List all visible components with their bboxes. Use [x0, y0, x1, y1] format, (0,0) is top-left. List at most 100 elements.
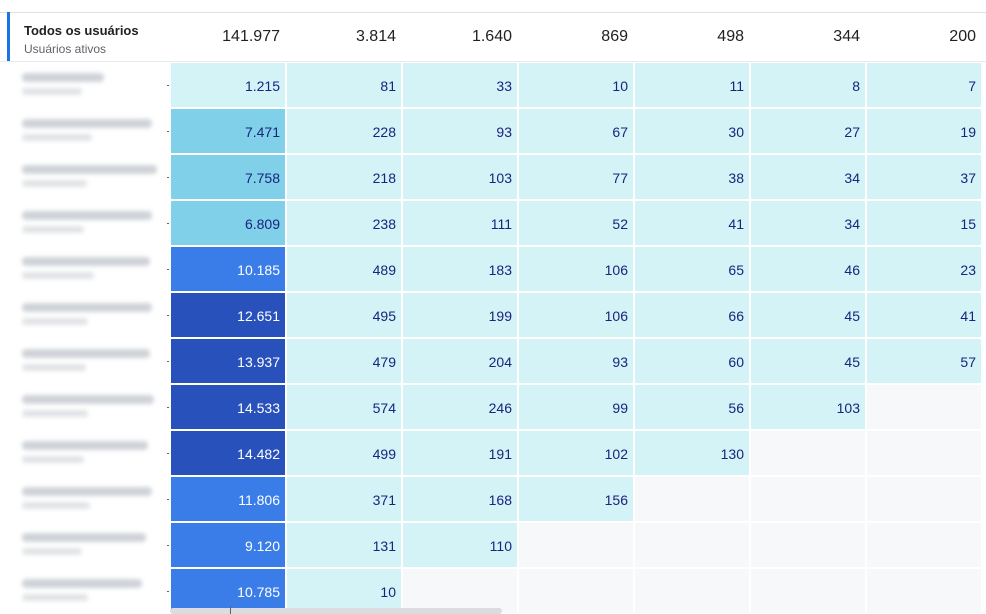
cohort-cell[interactable]: 218: [287, 155, 401, 199]
cohort-cell[interactable]: 37: [867, 155, 981, 199]
row-tick: [167, 85, 169, 86]
cohort-cell[interactable]: 489: [287, 247, 401, 291]
horizontal-scrollbar[interactable]: [170, 608, 502, 614]
cohort-cell[interactable]: 6.809: [171, 201, 285, 245]
cohort-cell[interactable]: 93: [519, 339, 633, 383]
column-total: 3.814: [355, 28, 396, 45]
row-tick: [167, 591, 169, 592]
cohort-cell[interactable]: 238: [287, 201, 401, 245]
cohort-cell[interactable]: 495: [287, 293, 401, 337]
cohort-cell-value: 19: [960, 124, 976, 140]
cohort-cell[interactable]: 11.806: [171, 477, 285, 521]
cohort-cell-value: 93: [612, 354, 628, 370]
cohort-cell[interactable]: 10.185: [171, 247, 285, 291]
cohort-cell[interactable]: 57: [867, 339, 981, 383]
cohort-cell[interactable]: 46: [751, 247, 865, 291]
cohort-cell[interactable]: 13.937: [171, 339, 285, 383]
cohort-cell[interactable]: 183: [403, 247, 517, 291]
cohort-cell[interactable]: 106: [519, 247, 633, 291]
cohort-cell-value: 11: [729, 78, 744, 94]
header-top-divider: [0, 12, 986, 13]
cohort-cell[interactable]: 11: [635, 63, 749, 107]
cohort-cell[interactable]: 99: [519, 385, 633, 429]
cohort-cell[interactable]: 574: [287, 385, 401, 429]
row-tick: [167, 223, 169, 224]
cohort-cell[interactable]: 204: [403, 339, 517, 383]
cohort-cell[interactable]: 168: [403, 477, 517, 521]
cohort-cell[interactable]: 77: [519, 155, 633, 199]
cohort-cell[interactable]: 499: [287, 431, 401, 475]
cohort-cell[interactable]: 156: [519, 477, 633, 521]
cohort-cell[interactable]: 15: [867, 201, 981, 245]
cohort-cell[interactable]: 9.120: [171, 523, 285, 567]
cohort-cell[interactable]: 8: [751, 63, 865, 107]
cohort-cell[interactable]: 130: [635, 431, 749, 475]
cohort-row-label: [22, 119, 162, 149]
cohort-cell-value: 33: [496, 78, 512, 94]
cohort-cell[interactable]: 371: [287, 477, 401, 521]
cohort-cell[interactable]: 41: [867, 293, 981, 337]
cohort-cell[interactable]: 228: [287, 109, 401, 153]
cohort-cell[interactable]: 1.215: [171, 63, 285, 107]
cohort-cell-value: 34: [844, 216, 860, 232]
cohort-row-label: [22, 73, 162, 103]
cohort-cell-value: 93: [496, 124, 512, 140]
cohort-cell[interactable]: 103: [403, 155, 517, 199]
row-tick: [167, 177, 169, 178]
cohort-cell[interactable]: 14.533: [171, 385, 285, 429]
cohort-cell-empty: [867, 431, 981, 475]
cohort-cell[interactable]: 102: [519, 431, 633, 475]
cohort-cell[interactable]: 30: [635, 109, 749, 153]
cohort-cell[interactable]: 14.482: [171, 431, 285, 475]
cohort-row-label: [22, 165, 162, 195]
cohort-cell[interactable]: 93: [403, 109, 517, 153]
header-divider: [0, 61, 986, 62]
cohort-cell[interactable]: 10.785: [171, 569, 285, 613]
row-tick: [167, 315, 169, 316]
cohort-cell-value: 34: [844, 170, 860, 186]
cohort-cell-value: 37: [960, 170, 976, 186]
cohort-cell-empty: [751, 431, 865, 475]
cohort-cell-value: 11.806: [238, 492, 280, 508]
cohort-cell[interactable]: 199: [403, 293, 517, 337]
cohort-cell[interactable]: 67: [519, 109, 633, 153]
cohort-cell-empty: [867, 523, 981, 567]
cohort-cell[interactable]: 10: [519, 63, 633, 107]
cohort-cell[interactable]: 41: [635, 201, 749, 245]
cohort-cell[interactable]: 52: [519, 201, 633, 245]
cohort-cell[interactable]: 27: [751, 109, 865, 153]
cohort-cell[interactable]: 111: [403, 201, 517, 245]
cohort-cell[interactable]: 34: [751, 201, 865, 245]
cohort-cell[interactable]: 10: [287, 569, 401, 613]
cohort-cell[interactable]: 45: [751, 293, 865, 337]
cohort-cell[interactable]: 103: [751, 385, 865, 429]
cohort-cell[interactable]: 12.651: [171, 293, 285, 337]
cohort-cell[interactable]: 110: [403, 523, 517, 567]
cohort-cell[interactable]: 81: [287, 63, 401, 107]
cohort-cell[interactable]: 19: [867, 109, 981, 153]
cohort-cell[interactable]: 66: [635, 293, 749, 337]
cohort-cell[interactable]: 38: [635, 155, 749, 199]
column-total: 200: [949, 28, 976, 45]
cohort-cell[interactable]: 191: [403, 431, 517, 475]
cohort-cell[interactable]: 7: [867, 63, 981, 107]
cohort-cell[interactable]: 7.471: [171, 109, 285, 153]
cohort-cell-value: 45: [844, 308, 860, 324]
cohort-cell[interactable]: 34: [751, 155, 865, 199]
cohort-cell[interactable]: 246: [403, 385, 517, 429]
cohort-cell[interactable]: 33: [403, 63, 517, 107]
cohort-cell[interactable]: 7.758: [171, 155, 285, 199]
cohort-cell-value: 156: [604, 492, 628, 508]
cohort-cell[interactable]: 106: [519, 293, 633, 337]
cohort-cell[interactable]: 131: [287, 523, 401, 567]
cohort-cell[interactable]: 45: [751, 339, 865, 383]
cohort-cell-value: 204: [488, 354, 512, 370]
segment-color-indicator: [7, 12, 10, 61]
cohort-cell[interactable]: 65: [635, 247, 749, 291]
cohort-cell[interactable]: 56: [635, 385, 749, 429]
cohort-cell[interactable]: 479: [287, 339, 401, 383]
cohort-cell[interactable]: 23: [867, 247, 981, 291]
cohort-cell-value: 191: [488, 446, 512, 462]
cohort-cell[interactable]: 60: [635, 339, 749, 383]
cohort-cell-value: 168: [488, 492, 512, 508]
